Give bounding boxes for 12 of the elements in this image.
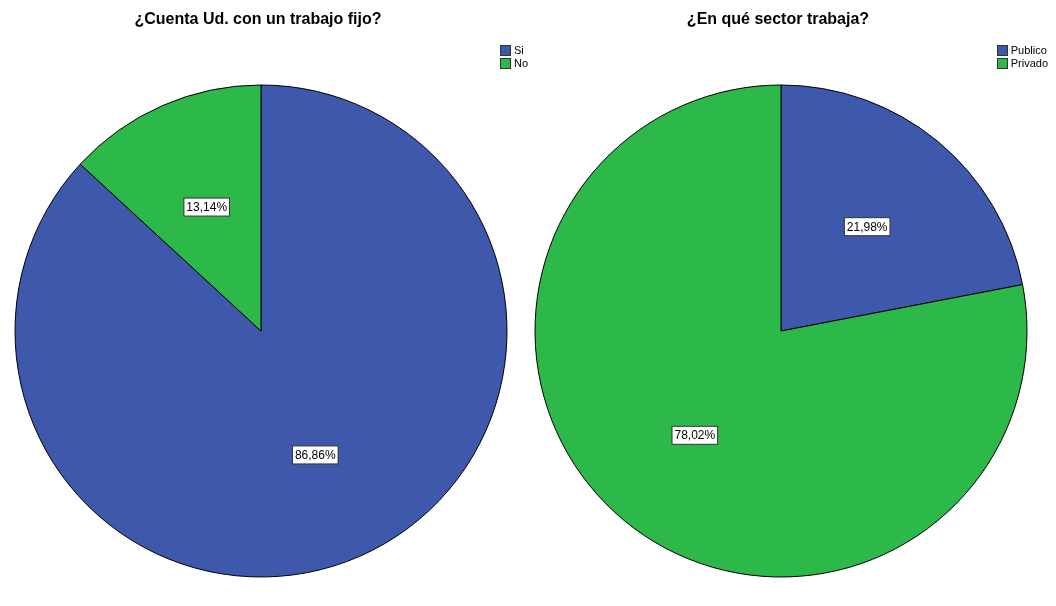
pie-slice: [14, 84, 508, 578]
data-label: 21,98%: [846, 219, 888, 234]
pie-slice: [534, 84, 1028, 578]
chart-title: ¿En qué sector trabaja?: [685, 10, 871, 28]
data-label: 13,14%: [186, 200, 228, 215]
legend-label: Privado: [1010, 57, 1048, 70]
legend-label: Si: [513, 44, 524, 57]
data-label: 78,02%: [674, 428, 716, 443]
chart-title: ¿Cuenta Ud. con un trabajo fijo?: [133, 10, 383, 28]
legend-label: No: [513, 57, 528, 70]
data-label: 86,86%: [294, 447, 336, 462]
legend-label: Publico: [1010, 44, 1047, 57]
